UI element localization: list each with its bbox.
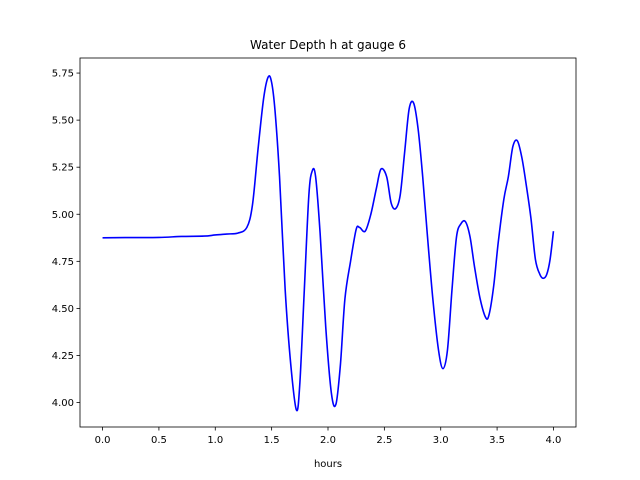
y-tick-label: 4.00 (52, 398, 74, 409)
y-tick-label: 4.25 (52, 351, 74, 362)
x-axis-label: hours (314, 459, 342, 470)
x-tick-label: 4.0 (546, 435, 562, 446)
y-tick-label: 4.75 (52, 257, 74, 268)
y-axis-ticks: 4.00 4.25 4.50 4.75 5.00 5.25 5.50 5.75 (52, 69, 80, 409)
y-tick-label: 5.25 (52, 163, 74, 174)
chart-title: Water Depth h at gauge 6 (250, 38, 406, 52)
x-axis-ticks: 0.0 0.5 1.0 1.5 2.0 2.5 3.0 3.5 4.0 (95, 427, 562, 446)
x-tick-label: 0.5 (151, 435, 167, 446)
x-tick-label: 0.0 (95, 435, 111, 446)
x-tick-label: 1.5 (264, 435, 280, 446)
x-tick-label: 2.5 (376, 435, 392, 446)
x-tick-label: 1.0 (207, 435, 223, 446)
y-tick-label: 5.75 (52, 69, 74, 80)
x-tick-label: 3.0 (433, 435, 449, 446)
series-line (102, 75, 555, 412)
x-tick-label: 3.5 (489, 435, 505, 446)
y-tick-label: 4.50 (52, 304, 74, 315)
plot-area: 0.0 0.5 1.0 1.5 2.0 2.5 3.0 3.5 4.0 4.00 4.25 4.50… (52, 57, 577, 446)
x-tick-label: 2.0 (320, 435, 336, 446)
y-tick-label: 5.50 (52, 116, 74, 127)
y-tick-label: 5.00 (52, 210, 74, 221)
